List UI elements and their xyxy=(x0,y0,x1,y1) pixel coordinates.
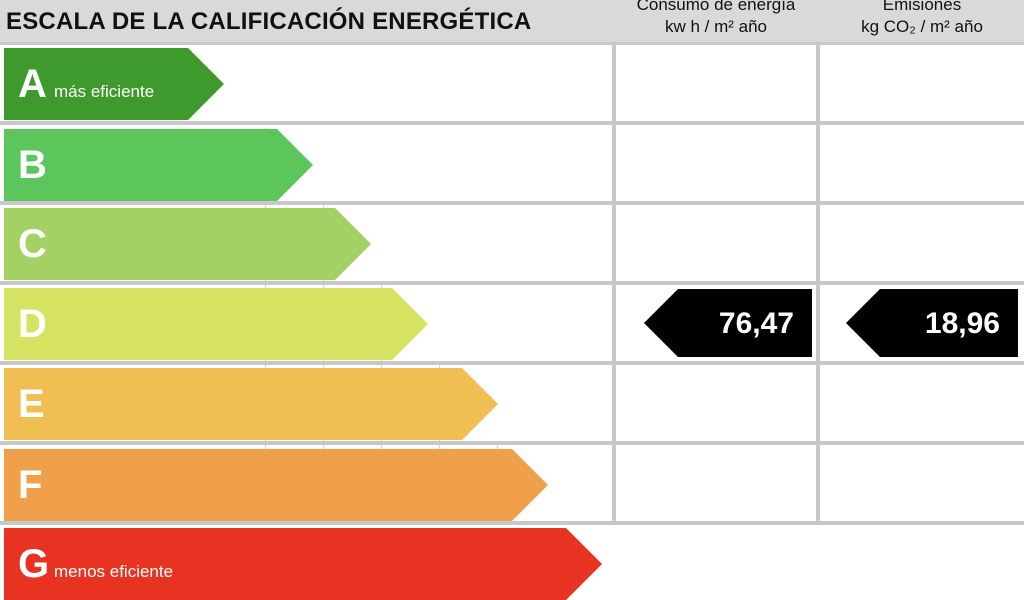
row-a-consumo-cell xyxy=(616,45,816,121)
rating-band-d: D xyxy=(4,288,428,360)
row-a-emisiones-cell xyxy=(820,45,1024,121)
row-f-consumo-cell xyxy=(616,445,816,521)
rating-band-a: A más eficiente xyxy=(4,48,224,120)
consumo-column-header: Consumo de energía kw h / m² año xyxy=(616,0,816,38)
row-e-band-cell: E xyxy=(0,365,612,441)
row-c-emisiones-cell xyxy=(820,205,1024,281)
rating-a-label: más eficiente xyxy=(54,82,155,101)
row-f-band-cell: F xyxy=(0,445,612,521)
row-b-band-cell: B xyxy=(0,125,612,201)
row-b-consumo-cell xyxy=(616,125,816,201)
emisiones-value-marker: 18,96 xyxy=(846,289,1018,357)
row-d-band-cell: D xyxy=(0,285,612,361)
row-c-consumo-cell xyxy=(616,205,816,281)
rating-g-label: menos eficiente xyxy=(54,562,174,581)
emisiones-header-line1: Emisiones xyxy=(882,0,962,14)
rating-band-c: C xyxy=(4,208,371,280)
rating-letter-a: A xyxy=(18,62,47,106)
row-b-emisiones-cell xyxy=(820,125,1024,201)
rating-band-b: B xyxy=(4,129,313,201)
page-title: ESCALA DE LA CALIFICACIÓN ENERGÉTICA xyxy=(6,8,532,35)
row-e-consumo-cell xyxy=(616,365,816,441)
rating-letter-c: C xyxy=(18,222,47,266)
row-c-band-cell: C xyxy=(0,205,612,281)
row-d-emisiones-cell: 18,96 xyxy=(820,285,1024,361)
row-f-emisiones-cell xyxy=(820,445,1024,521)
consumo-header-line1: Consumo de energía xyxy=(636,0,796,14)
consumo-value-marker: 76,47 xyxy=(644,289,812,357)
emisiones-value: 18,96 xyxy=(924,307,1000,340)
consumo-value: 76,47 xyxy=(718,307,794,340)
rating-letter-e: E xyxy=(18,382,45,426)
row-g-band-cell: G menos eficiente xyxy=(0,525,1024,576)
rating-band-e: E xyxy=(4,368,498,440)
emisiones-column-header: Emisiones kg CO₂ / m² año xyxy=(820,0,1024,38)
rating-band-f: F xyxy=(4,449,548,521)
row-e-emisiones-cell xyxy=(820,365,1024,441)
rating-letter-d: D xyxy=(18,302,47,346)
energy-rating-table: ESCALA DE LA CALIFICACIÓN ENERGÉTICA Con… xyxy=(0,0,1024,576)
consumo-header-line2: kw h / m² año xyxy=(664,17,768,36)
row-d-consumo-cell: 76,47 xyxy=(616,285,816,361)
rating-letter-b: B xyxy=(18,143,47,187)
rating-letter-g: G xyxy=(18,542,50,586)
rating-band-g: G menos eficiente xyxy=(4,528,602,600)
emisiones-header-line2: kg CO₂ / m² año xyxy=(861,17,983,36)
row-a-band-cell: A más eficiente xyxy=(0,45,612,121)
table-header: ESCALA DE LA CALIFICACIÓN ENERGÉTICA Con… xyxy=(0,0,1024,42)
rating-letter-f: F xyxy=(18,463,43,507)
